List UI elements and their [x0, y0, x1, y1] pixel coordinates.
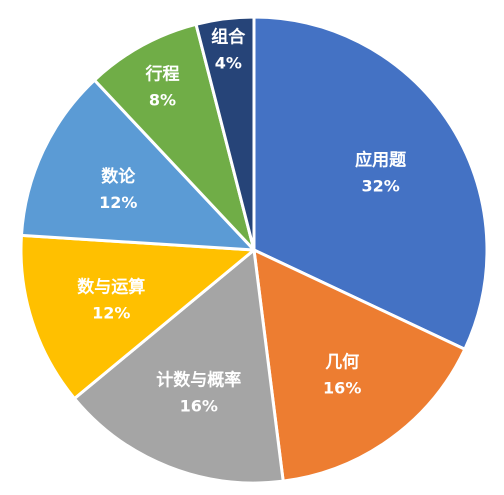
- labels-layer: 应用题 32% 几何 16% 计数与概率 16% 数与运算 12% 数论 12% 行程 8% 组合 4%: [77, 27, 407, 416]
- slice-label-4: 数与运算: [77, 276, 145, 297]
- slice-percent-3: 16%: [180, 397, 218, 416]
- slice-label-2: 几何: [325, 351, 359, 372]
- slice-percent-4: 12%: [92, 303, 130, 322]
- pie-slice-1: [252, 15, 489, 351]
- slice-label-6: 行程: [145, 64, 180, 85]
- slice-label-1: 应用题: [355, 150, 407, 171]
- slice-percent-1: 32%: [361, 177, 399, 196]
- slice-percent-2: 16%: [323, 378, 361, 397]
- pie-slice-4: [19, 233, 256, 401]
- slice-label-5: 数论: [101, 166, 136, 187]
- pie-slice-5: [19, 78, 256, 252]
- slice-percent-7: 4%: [215, 54, 242, 73]
- slices-layer: [19, 15, 489, 485]
- slice-percent-5: 12%: [99, 193, 137, 212]
- pie-slice-3: [72, 248, 285, 485]
- pie-slice-7: [194, 15, 256, 252]
- slice-label-7: 组合: [211, 27, 246, 48]
- pie-slice-2: [252, 248, 467, 483]
- pie-slice-6: [93, 22, 256, 252]
- slice-percent-6: 8%: [149, 91, 176, 110]
- slice-label-3: 计数与概率: [156, 370, 241, 391]
